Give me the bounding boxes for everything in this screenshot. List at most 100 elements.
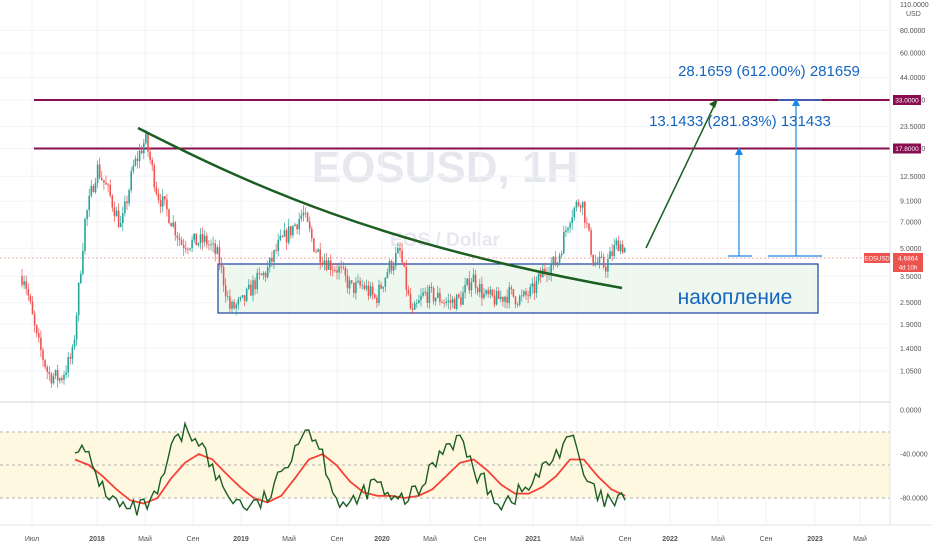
candle <box>479 278 481 298</box>
candle <box>279 229 282 242</box>
price-tag-value: 4.6864 <box>898 256 918 263</box>
measure-arrow-low[interactable] <box>728 147 752 257</box>
candle <box>224 278 227 303</box>
measure-label-low: 13.1433 (281.83%) 131433 <box>649 113 831 130</box>
candle <box>617 236 620 252</box>
candle <box>195 233 198 246</box>
candle <box>460 291 462 308</box>
candle <box>416 299 418 309</box>
candle <box>422 287 424 298</box>
candle <box>180 236 183 246</box>
candle <box>201 227 204 250</box>
candle <box>586 217 588 229</box>
candle <box>437 286 439 299</box>
candle <box>308 216 311 233</box>
candle <box>508 282 510 309</box>
candle <box>256 268 258 294</box>
candle <box>361 279 363 290</box>
time-axis-label: Май <box>282 535 296 543</box>
price-tag-countdown: 4d 10h <box>899 266 917 272</box>
candle <box>445 297 447 307</box>
indicator-axis-label: 0.0000 <box>900 408 922 415</box>
candle <box>231 299 233 315</box>
symbol-watermark: EOSUSD, 1H <box>312 143 579 192</box>
price-axis-label: 12.5000 <box>900 174 925 181</box>
oscillator-fast-line <box>74 421 626 516</box>
candle <box>208 239 210 251</box>
candle <box>109 179 111 198</box>
candle <box>117 203 120 229</box>
candle <box>594 254 597 267</box>
candle <box>61 375 63 384</box>
candle <box>151 157 153 172</box>
candle <box>178 232 181 246</box>
candle <box>277 233 279 257</box>
trend-line[interactable] <box>137 126 623 290</box>
candle <box>390 259 393 274</box>
candle <box>50 371 53 388</box>
candle <box>174 220 177 241</box>
candle <box>101 170 103 181</box>
candle <box>596 257 599 264</box>
price-axis[interactable] <box>890 0 932 550</box>
candle <box>212 236 214 253</box>
candle <box>418 294 420 304</box>
candle <box>149 147 151 164</box>
time-axis-label: 2020 <box>374 536 390 543</box>
candle <box>397 242 399 255</box>
candle <box>220 257 223 274</box>
candle <box>216 244 219 255</box>
price-axis-label: 1.9000 <box>900 322 922 329</box>
measure-arrow-high[interactable] <box>768 98 822 257</box>
candle <box>170 222 172 227</box>
accumulation-label: накопление <box>678 286 793 309</box>
candle <box>443 299 445 308</box>
candle <box>105 175 107 185</box>
candle <box>63 370 65 385</box>
candle <box>96 160 99 189</box>
candle <box>275 243 277 255</box>
candle <box>602 253 605 270</box>
candle <box>166 193 168 217</box>
candle <box>338 262 340 280</box>
candle <box>33 310 36 333</box>
candle <box>86 209 88 227</box>
candle <box>558 252 561 266</box>
price-axis-label: 3.5000 <box>900 274 922 281</box>
symbol-tag <box>864 253 890 263</box>
candle <box>607 253 609 278</box>
candle <box>31 296 34 315</box>
indicator-axis-label: -80.0000 <box>900 496 928 503</box>
projection-arrow[interactable] <box>645 99 718 249</box>
level-tag-33-text: 33.0000 <box>895 98 919 105</box>
price-axis-label: 9.1000 <box>900 199 922 206</box>
time-axis[interactable]: Июл 2018 Май Сен 2019 Май Сен 2020 Май Сен 2021 Май… <box>25 535 867 543</box>
candle <box>588 223 590 233</box>
candle <box>119 215 122 228</box>
time-axis-label: 2018 <box>89 536 105 543</box>
measure-label-high: 28.1659 (612.00%) 281659 <box>678 63 860 80</box>
candle <box>23 275 25 290</box>
candle <box>590 227 592 258</box>
time-axis-label: Май <box>570 535 584 543</box>
price-axis-label: 5.0000 <box>900 246 922 253</box>
candle <box>327 257 330 270</box>
candle <box>35 324 38 338</box>
candle <box>579 203 582 213</box>
candle <box>395 246 397 270</box>
candle <box>325 252 328 272</box>
candle <box>481 276 483 306</box>
time-axis-label: Сен <box>331 536 344 543</box>
candle <box>266 260 269 280</box>
candle <box>550 257 552 282</box>
candle <box>346 268 349 294</box>
candle <box>313 237 315 253</box>
candle <box>434 297 437 306</box>
candle <box>527 290 529 304</box>
candle <box>77 282 80 322</box>
candles-group <box>21 129 626 388</box>
candle <box>241 295 244 299</box>
candle <box>571 209 573 231</box>
candle <box>21 269 23 288</box>
